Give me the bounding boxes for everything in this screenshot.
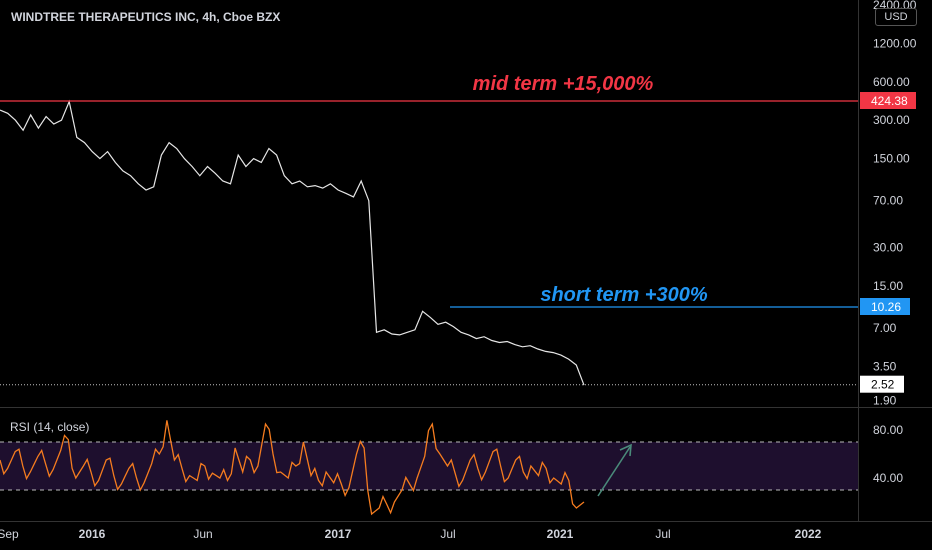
price-tick-label: 300.00: [873, 113, 910, 127]
rsi-tick-label: 80.00: [873, 423, 903, 437]
short-term-price-label: 10.26: [871, 300, 901, 314]
time-tick-label: 2016: [79, 527, 106, 541]
rsi-label: RSI (14, close): [10, 420, 90, 434]
chart-title: WINDTREE THERAPEUTICS INC, 4h, Cboe BZX: [11, 10, 281, 24]
price-tick-label: 70.00: [873, 194, 903, 208]
mid-term-price-badge: [860, 92, 916, 109]
price-panel: mid term +15,000% short term +300%: [0, 73, 858, 386]
price-tick-label: 150.00: [873, 152, 910, 166]
short-term-annotation: short term +300%: [540, 284, 708, 306]
up-arrow-head: [619, 443, 632, 457]
rsi-tick-label: 40.00: [873, 471, 903, 485]
last-price-badge: [860, 375, 904, 393]
up-arrow-shaft: [597, 446, 631, 497]
rsi-panel: [0, 420, 858, 516]
time-tick-label: Jul: [440, 527, 455, 541]
price-line: [0, 99, 585, 386]
price-tick-label: 3.50: [873, 360, 897, 374]
short-term-price-badge: [860, 298, 910, 315]
price-tick-label: 1200.00: [873, 36, 917, 50]
time-tick-label: 2022: [795, 527, 822, 541]
currency-button[interactable]: USD: [875, 8, 917, 26]
time-tick-label: 2017: [325, 527, 352, 541]
price-tick-label: 30.00: [873, 241, 903, 255]
rsi-line: [0, 420, 585, 516]
last-price-label: 2.52: [871, 378, 895, 392]
time-tick-label: Sep: [0, 527, 19, 541]
price-tick-label: 15.00: [873, 279, 903, 293]
mid-term-price-label: 424.38: [871, 94, 908, 108]
mid-term-annotation: mid term +15,000%: [473, 73, 654, 95]
time-tick-label: 2021: [547, 527, 574, 541]
time-tick-label: Jun: [193, 527, 212, 541]
price-tick-label: 600.00: [873, 75, 910, 89]
rsi-band: [0, 442, 858, 490]
price-tick-label: 1.90: [873, 393, 897, 407]
price-tick-label: 7.00: [873, 321, 897, 335]
time-tick-label: Jul: [655, 527, 670, 541]
